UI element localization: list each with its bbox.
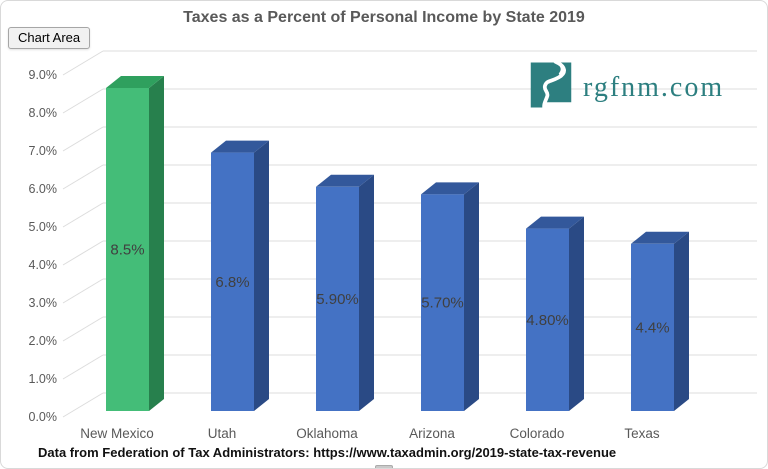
bar-side-face [254,140,269,411]
bar-side-face [569,216,584,411]
x-axis-category-label-new-mexico: New Mexico [80,426,154,441]
y-axis-tick-label: 3.0% [29,296,58,310]
data-label-utah: 6.8% [215,274,249,291]
bar-front-face [526,228,569,411]
x-axis-category-label-colorado: Colorado [510,426,565,441]
x-axis-category-label-arizona: Arizona [409,426,455,441]
chart-area-tooltip: Chart Area [8,27,91,49]
data-label-texas: 4.4% [635,319,669,336]
bar-top-face [526,216,584,229]
chart-resize-handle[interactable] [375,465,393,468]
gridline-depth-segment [62,392,104,418]
x-axis-category-label-utah: Utah [208,426,237,441]
y-axis-tick-label: 4.0% [29,258,58,272]
gridline-depth-segment [62,88,104,114]
gridline-depth-segment [62,240,104,266]
bar-side-face [464,182,479,411]
y-axis-tick-label: 1.0% [29,372,58,386]
bar-top-face [316,174,374,187]
bar-side-face [149,76,164,411]
gridline-depth-segment [62,202,104,228]
bar-top-face [211,140,269,153]
site-logo: rgfnm.com [528,59,725,114]
gridline-depth-segment [62,50,104,76]
y-axis-tick-label: 8.0% [29,106,58,120]
gridline-depth-segment [62,164,104,190]
data-source-text: Data from Federation of Tax Administrato… [38,445,617,460]
bar-side-face [359,174,374,411]
new-mexico-rio-grande-icon [528,59,574,114]
bar-front-face [106,88,149,411]
bar-top-face [631,231,689,244]
y-axis-tick-label: 7.0% [29,144,58,158]
y-axis-tick-label: 2.0% [29,334,58,348]
x-axis-category-label-oklahoma: Oklahoma [296,426,358,441]
bar-side-face [674,231,689,411]
data-label-oklahoma: 5.90% [316,291,359,308]
y-axis-tick-label: 0.0% [29,410,58,424]
bar-top-face [106,76,164,88]
y-axis-tick-label: 9.0% [29,68,58,82]
gridline-depth-segment [62,316,104,342]
data-label-colorado: 4.80% [526,312,569,329]
bar-front-face [421,194,464,411]
bar-colorado[interactable]: 4.80% [526,216,584,411]
bar-texas[interactable]: 4.4% [631,231,689,411]
x-axis-category-label-texas: Texas [624,426,660,441]
bar-top-face [421,182,479,195]
gridline-depth-segment [62,126,104,152]
bar-front-face [631,243,674,411]
data-label-arizona: 5.70% [421,295,464,312]
data-label-new-mexico: 8.5% [110,242,144,259]
bar-new-mexico[interactable]: 8.5% [106,76,164,411]
bar-front-face [211,152,254,411]
gridline-depth-segment [62,354,104,380]
bar-front-face [316,186,359,411]
y-axis-tick-label: 5.0% [29,220,58,234]
bar-oklahoma[interactable]: 5.90% [316,174,374,411]
bar-utah[interactable]: 6.8% [211,140,269,411]
chart-title: Taxes as a Percent of Personal Income by… [183,9,585,26]
gridline-depth-segment [62,278,104,304]
logo-text: rgfnm.com [583,71,725,103]
y-axis-tick-label: 6.0% [29,182,58,196]
bar-arizona[interactable]: 5.70% [421,182,479,411]
